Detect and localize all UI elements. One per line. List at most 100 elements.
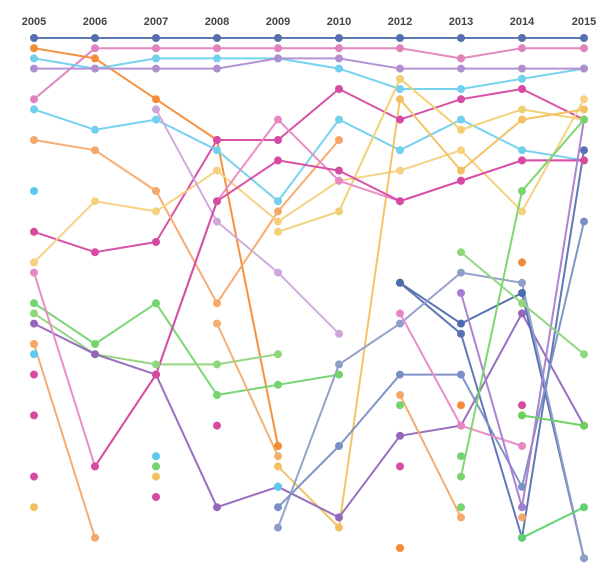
series-3-point-2014[interactable] xyxy=(518,74,526,83)
series-1-point-2007[interactable] xyxy=(152,44,160,53)
series-13-point-2007[interactable] xyxy=(152,360,160,369)
series-0-point-2015[interactable] xyxy=(580,34,588,42)
series-14-point-2005[interactable] xyxy=(30,319,38,328)
series-14-point-2006[interactable] xyxy=(91,350,99,359)
series-20-point-2013[interactable] xyxy=(457,319,465,328)
series-4-point-2015[interactable] xyxy=(580,64,588,73)
series-6-point-2005[interactable] xyxy=(30,105,38,114)
series-11-point-2013[interactable] xyxy=(457,166,465,175)
series-25-point-2013[interactable] xyxy=(457,289,465,297)
series-27-point-2014[interactable] xyxy=(518,187,526,195)
loose-point-10[interactable] xyxy=(213,421,221,430)
series-7-point-2009[interactable] xyxy=(274,207,282,216)
series-1-point-2009[interactable] xyxy=(274,44,282,53)
loose-point-0[interactable] xyxy=(30,370,38,379)
series-5-point-2014[interactable] xyxy=(518,85,526,93)
series-1-point-2006[interactable] xyxy=(91,44,99,53)
series-7-point-2005[interactable] xyxy=(30,136,38,144)
series-16-point-2009[interactable] xyxy=(274,156,282,165)
series-12-point-2007[interactable] xyxy=(152,299,160,308)
loose-point-12[interactable] xyxy=(396,401,404,410)
series-6-point-2014[interactable] xyxy=(518,146,526,155)
series-0-point-2008[interactable] xyxy=(213,34,221,42)
series-0-point-2012[interactable] xyxy=(396,34,404,42)
series-4-point-2006[interactable] xyxy=(91,64,99,73)
series-1-point-2008[interactable] xyxy=(213,44,221,53)
loose-point-1[interactable] xyxy=(30,411,38,420)
series-0-point-2006[interactable] xyxy=(91,34,99,42)
series-11-point-2015[interactable] xyxy=(580,105,588,114)
series-5-point-2009[interactable] xyxy=(274,136,282,144)
series-0-point-2007[interactable] xyxy=(152,34,160,42)
series-1-point-2014[interactable] xyxy=(518,44,526,53)
series-7-point-2007[interactable] xyxy=(152,187,160,195)
series-5-point-2005[interactable] xyxy=(30,227,38,236)
series-3-point-2010[interactable] xyxy=(335,64,343,73)
series-26-point-2013[interactable] xyxy=(457,248,465,257)
loose-point-8[interactable] xyxy=(152,472,160,481)
series-22-point-2014[interactable] xyxy=(518,482,526,491)
series-13-point-2009[interactable] xyxy=(274,350,282,359)
series-8-point-2007[interactable] xyxy=(152,207,160,216)
series-2-point-2009[interactable] xyxy=(274,442,282,450)
series-24-point-2012[interactable] xyxy=(396,391,404,399)
series-1-point-2005[interactable] xyxy=(30,95,38,104)
series-16-point-2007[interactable] xyxy=(152,370,160,379)
series-7-point-2008[interactable] xyxy=(213,299,221,308)
series-12-point-2009[interactable] xyxy=(274,380,282,389)
series-26-point-2014[interactable] xyxy=(518,299,526,308)
series-13-point-2008[interactable] xyxy=(213,360,221,369)
series-21-point-2012[interactable] xyxy=(396,319,404,328)
series-15-point-2010[interactable] xyxy=(335,176,343,185)
loose-point-13[interactable] xyxy=(396,462,404,471)
series-5-point-2007[interactable] xyxy=(152,238,160,246)
series-6-point-2008[interactable] xyxy=(213,146,221,155)
series-14-point-2010[interactable] xyxy=(335,513,343,522)
series-2-point-2005[interactable] xyxy=(30,44,38,53)
series-23-point-2013[interactable] xyxy=(457,421,465,430)
series-22-point-2009[interactable] xyxy=(274,503,282,512)
series-4-point-2013[interactable] xyxy=(457,64,465,73)
series-4-point-2008[interactable] xyxy=(213,64,221,73)
series-25-point-2014[interactable] xyxy=(518,503,526,512)
series-0-point-2005[interactable] xyxy=(30,34,38,42)
series-8-point-2008[interactable] xyxy=(213,166,221,175)
loose-point-4[interactable] xyxy=(30,187,38,195)
series-3-point-2007[interactable] xyxy=(152,54,160,63)
series-21-point-2010[interactable] xyxy=(335,360,343,369)
series-8-point-2015[interactable] xyxy=(580,95,588,104)
series-6-point-2007[interactable] xyxy=(152,115,160,124)
series-3-point-2005[interactable] xyxy=(30,54,38,63)
series-3-point-2008[interactable] xyxy=(213,54,221,63)
series-9-point-2013[interactable] xyxy=(457,125,465,134)
series-11-point-2010[interactable] xyxy=(335,523,343,532)
series-29-point-2014[interactable] xyxy=(518,533,526,542)
series-10-point-2010[interactable] xyxy=(335,329,343,338)
series-23-point-2014[interactable] xyxy=(518,442,526,450)
series-5-point-2010[interactable] xyxy=(335,85,343,93)
series-17-point-2006[interactable] xyxy=(91,533,99,542)
series-9-point-2009[interactable] xyxy=(274,227,282,236)
series-1-point-2012[interactable] xyxy=(396,44,404,53)
series-11-point-2009[interactable] xyxy=(274,462,282,471)
series-16-point-2014[interactable] xyxy=(518,156,526,165)
series-27-point-2013[interactable] xyxy=(457,472,465,481)
loose-point-6[interactable] xyxy=(152,452,160,461)
series-19-point-2015[interactable] xyxy=(580,146,588,155)
loose-point-2[interactable] xyxy=(30,472,38,481)
series-12-point-2010[interactable] xyxy=(335,370,343,379)
series-3-point-2013[interactable] xyxy=(457,85,465,93)
loose-point-11[interactable] xyxy=(274,482,282,491)
series-14-point-2008[interactable] xyxy=(213,503,221,512)
series-24-point-2013[interactable] xyxy=(457,513,465,522)
loose-point-18[interactable] xyxy=(518,258,526,267)
series-16-point-2010[interactable] xyxy=(335,166,343,175)
series-6-point-2012[interactable] xyxy=(396,146,404,155)
series-12-point-2006[interactable] xyxy=(91,340,99,348)
loose-point-7[interactable] xyxy=(152,462,160,471)
series-14-point-2014[interactable] xyxy=(518,309,526,318)
series-16-point-2013[interactable] xyxy=(457,176,465,185)
series-4-point-2009[interactable] xyxy=(274,54,282,63)
series-10-point-2009[interactable] xyxy=(274,268,282,277)
series-4-point-2005[interactable] xyxy=(30,64,38,73)
